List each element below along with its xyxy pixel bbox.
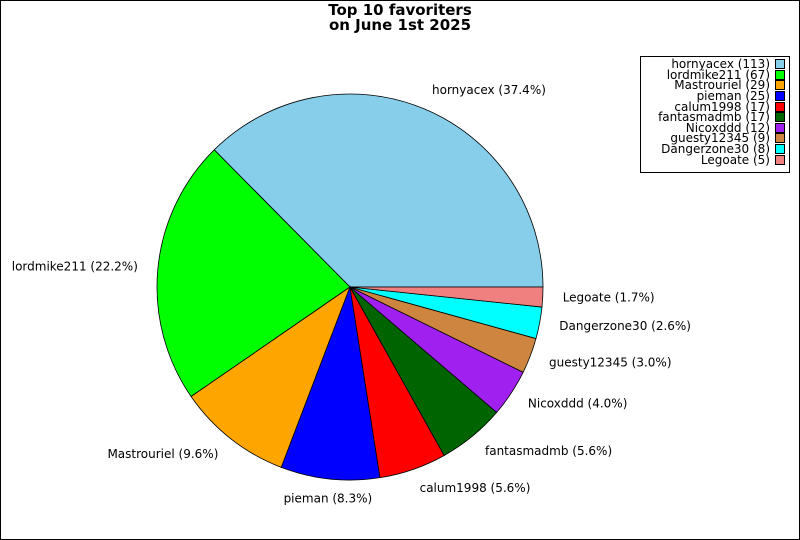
slice-label-fantasmadmb: fantasmadmb (5.6%) bbox=[485, 444, 612, 458]
legend-swatch bbox=[775, 80, 785, 91]
legend-item-calum1998: calum1998 (17) bbox=[641, 99, 785, 114]
legend-label: calum1998 (17) bbox=[674, 99, 770, 114]
legend-label: pieman (25) bbox=[696, 89, 770, 104]
legend-item-dangerzone30: Dangerzone30 (8) bbox=[641, 142, 785, 157]
legend-item-pieman: pieman (25) bbox=[641, 89, 785, 104]
legend-item-lordmike211: lordmike211 (67) bbox=[641, 67, 785, 82]
legend-swatch bbox=[775, 154, 785, 165]
legend-label: Legoate (5) bbox=[700, 152, 770, 167]
pie-slice-pieman bbox=[280, 285, 381, 481]
slice-label-hornyacex: hornyacex (37.4%) bbox=[432, 83, 546, 97]
slice-label-guesty12345: guesty12345 (3.0%) bbox=[549, 355, 672, 369]
legend-swatch bbox=[775, 144, 785, 155]
legend-swatch bbox=[775, 122, 785, 133]
legend-swatch bbox=[775, 69, 785, 80]
legend-label: Nicoxddd (12) bbox=[685, 120, 770, 135]
legend-label: Mastrouriel (29) bbox=[674, 78, 770, 93]
pie-slice-hornyacex bbox=[213, 93, 544, 288]
chart-title-line-1: Top 10 favoriters bbox=[328, 1, 472, 19]
legend-item-nicoxddd: Nicoxddd (12) bbox=[641, 120, 785, 135]
legend-item-mastrouriel: Mastrouriel (29) bbox=[641, 78, 785, 93]
legend-swatch bbox=[775, 133, 785, 144]
slice-label-nicoxddd: Nicoxddd (4.0%) bbox=[528, 397, 628, 411]
legend-swatch bbox=[775, 101, 785, 112]
legend-label: Dangerzone30 (8) bbox=[661, 142, 770, 157]
legend-label: lordmike211 (67) bbox=[666, 67, 770, 82]
legend-label: hornyacex (113) bbox=[671, 57, 770, 72]
legend-swatch bbox=[775, 112, 785, 123]
legend-swatch bbox=[775, 91, 785, 102]
slice-label-dangerzone30: Dangerzone30 (2.6%) bbox=[559, 319, 691, 333]
legend-item-guesty12345: guesty12345 (9) bbox=[641, 131, 785, 146]
legend-label: guesty12345 (9) bbox=[670, 131, 770, 146]
chart-title: Top 10 favoriters on June 1st 2025 bbox=[1, 3, 799, 33]
legend-item-legoate: Legoate (5) bbox=[641, 152, 785, 167]
legend-item-fantasmadmb: fantasmadmb (17) bbox=[641, 110, 785, 125]
slice-label-calum1998: calum1998 (5.6%) bbox=[420, 481, 531, 495]
legend-item-hornyacex: hornyacex (113) bbox=[641, 57, 785, 72]
slice-label-legoate: Legoate (1.7%) bbox=[563, 291, 655, 305]
chart-legend: hornyacex (113) lordmike211 (67) Mastrouri… bbox=[640, 56, 790, 173]
pie-slice-legoate bbox=[349, 286, 544, 308]
slice-label-pieman: pieman (8.3%) bbox=[284, 491, 373, 505]
slice-label-lordmike211: lordmike211 (22.2%) bbox=[12, 260, 138, 274]
legend-label: fantasmadmb (17) bbox=[658, 110, 770, 125]
legend-swatch bbox=[775, 59, 785, 70]
pie-slice-mastrouriel bbox=[190, 285, 351, 468]
slice-label-mastrouriel: Mastrouriel (9.6%) bbox=[107, 447, 218, 461]
chart-title-line-2: on June 1st 2025 bbox=[328, 16, 472, 34]
pie-slice-lordmike211 bbox=[156, 149, 351, 398]
